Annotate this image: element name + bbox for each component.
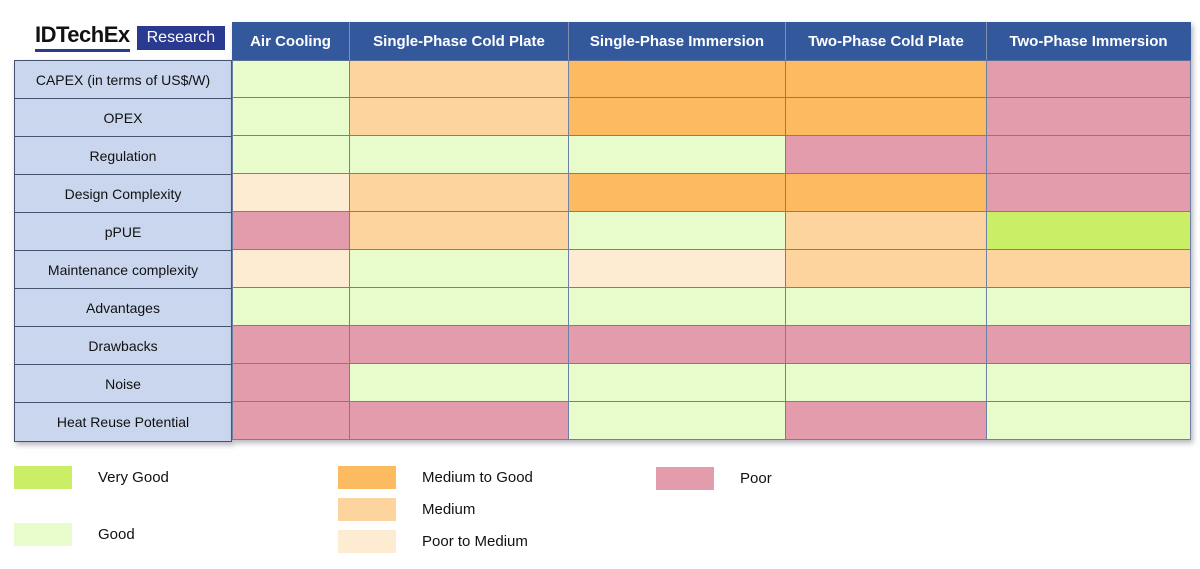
- row-label-heat-reuse-potential: Heat Reuse Potential: [15, 403, 231, 441]
- rating-cell-opex-single-phase-cold-plate: [350, 98, 569, 136]
- column-header-two-phase-immersion: Two-Phase Immersion: [986, 22, 1190, 60]
- rating-cell-noise-single-phase-immersion: [569, 364, 786, 402]
- legend-label: Very Good: [98, 469, 169, 486]
- rating-cell-ppue-two-phase-cold-plate: [786, 212, 987, 250]
- rating-cell-advantages-air-cooling: [233, 288, 350, 326]
- rating-cell-ppue-single-phase-cold-plate: [350, 212, 569, 250]
- row-label-advantages: Advantages: [15, 289, 231, 327]
- legend-item-poor: Poor: [656, 467, 772, 490]
- row-label-regulation: Regulation: [15, 137, 231, 175]
- legend-item-poor-to-medium: Poor to Medium: [338, 530, 528, 553]
- rating-cell-opex-single-phase-immersion: [569, 98, 786, 136]
- rating-cell-capex-in-terms-of-us-w-two-phase-cold-plate: [786, 60, 987, 98]
- rating-cell-capex-in-terms-of-us-w-single-phase-immersion: [569, 60, 786, 98]
- cooling-technology-comparison-table: CAPEX (in terms of US$/W) OPEX Regulation D…: [14, 22, 1191, 442]
- row-label-design-complexity: Design Complexity: [15, 175, 231, 213]
- rating-cell-ppue-air-cooling: [233, 212, 350, 250]
- rating-cell-noise-single-phase-cold-plate: [350, 364, 569, 402]
- rating-cell-capex-in-terms-of-us-w-single-phase-cold-plate: [350, 60, 569, 98]
- table-data-block: Air Cooling Single-Phase Cold Plate Single…: [232, 22, 1191, 440]
- legend-swatch-poor: [656, 467, 714, 490]
- idtechex-logo: IDTechEx Research: [35, 24, 226, 52]
- rating-cell-maintenance-complexity-two-phase-cold-plate: [786, 250, 987, 288]
- rating-cell-advantages-two-phase-cold-plate: [786, 288, 987, 326]
- legend-label: Good: [98, 526, 135, 543]
- column-header-air-cooling: Air Cooling: [250, 32, 331, 50]
- logo-research-badge: Research: [136, 26, 226, 50]
- rating-cell-design-complexity-single-phase-cold-plate: [350, 174, 569, 212]
- rating-cell-regulation-single-phase-cold-plate: [350, 136, 569, 174]
- rating-cell-heat-reuse-potential-single-phase-cold-plate: [350, 402, 569, 440]
- column-header-two-phase-cold-plate: Two-Phase Cold Plate: [785, 22, 986, 60]
- rating-cell-maintenance-complexity-air-cooling: [233, 250, 350, 288]
- table-body-grid: [232, 60, 1191, 440]
- legend-label: Poor to Medium: [422, 533, 528, 550]
- logo-brand-text: IDTechEx: [35, 24, 130, 52]
- rating-cell-drawbacks-two-phase-immersion: [987, 326, 1191, 364]
- rating-cell-heat-reuse-potential-two-phase-immersion: [987, 402, 1191, 440]
- rating-cell-opex-air-cooling: [233, 98, 350, 136]
- legend-label: Poor: [740, 470, 772, 487]
- column-header-single-phase-cold-plate: Single-Phase Cold Plate: [349, 22, 568, 60]
- legend-item-medium-to-good: Medium to Good: [338, 466, 533, 489]
- rating-cell-heat-reuse-potential-air-cooling: [233, 402, 350, 440]
- rating-cell-regulation-single-phase-immersion: [569, 136, 786, 174]
- row-label-opex: OPEX: [15, 99, 231, 137]
- column-header-single-phase-immersion: Single-Phase Immersion: [568, 22, 785, 60]
- rating-cell-maintenance-complexity-single-phase-immersion: [569, 250, 786, 288]
- rating-cell-heat-reuse-potential-single-phase-immersion: [569, 402, 786, 440]
- legend-swatch-medium: [338, 498, 396, 521]
- rating-cell-capex-in-terms-of-us-w-two-phase-immersion: [987, 60, 1191, 98]
- row-label-noise: Noise: [15, 365, 231, 403]
- rating-cell-design-complexity-single-phase-immersion: [569, 174, 786, 212]
- legend-swatch-very-good: [14, 466, 72, 489]
- rating-cell-regulation-two-phase-cold-plate: [786, 136, 987, 174]
- row-label-drawbacks: Drawbacks: [15, 327, 231, 365]
- legend-item-good: Good: [14, 523, 135, 546]
- rating-cell-noise-two-phase-cold-plate: [786, 364, 987, 402]
- legend-item-medium: Medium: [338, 498, 475, 521]
- rating-cell-advantages-two-phase-immersion: [987, 288, 1191, 326]
- rating-cell-noise-two-phase-immersion: [987, 364, 1191, 402]
- legend-swatch-good: [14, 523, 72, 546]
- rating-cell-design-complexity-air-cooling: [233, 174, 350, 212]
- rating-cell-advantages-single-phase-cold-plate: [350, 288, 569, 326]
- row-label-capex-in-terms-of-us-w: CAPEX (in terms of US$/W): [15, 61, 231, 99]
- rating-cell-noise-air-cooling: [233, 364, 350, 402]
- legend-label: Medium: [422, 501, 476, 518]
- row-label-ppue: pPUE: [15, 213, 231, 251]
- legend-swatch-medium-to-good: [338, 466, 396, 489]
- rating-cell-drawbacks-single-phase-immersion: [569, 326, 786, 364]
- rating-cell-advantages-single-phase-immersion: [569, 288, 786, 326]
- table-header-row: Air Cooling Single-Phase Cold Plate Single…: [232, 22, 1191, 60]
- rating-cell-heat-reuse-potential-two-phase-cold-plate: [786, 402, 987, 440]
- rating-cell-drawbacks-two-phase-cold-plate: [786, 326, 987, 364]
- rating-cell-regulation-air-cooling: [233, 136, 350, 174]
- row-label-column: CAPEX (in terms of US$/W) OPEX Regulation D…: [14, 60, 232, 442]
- rating-cell-regulation-two-phase-immersion: [987, 136, 1191, 174]
- row-label-maintenance-complexity: Maintenance complexity: [15, 251, 231, 289]
- rating-cell-drawbacks-single-phase-cold-plate: [350, 326, 569, 364]
- rating-cell-design-complexity-two-phase-immersion: [987, 174, 1191, 212]
- rating-cell-opex-two-phase-cold-plate: [786, 98, 987, 136]
- legend-swatch-poor-to-medium: [338, 530, 396, 553]
- rating-cell-maintenance-complexity-single-phase-cold-plate: [350, 250, 569, 288]
- rating-cell-design-complexity-two-phase-cold-plate: [786, 174, 987, 212]
- rating-cell-ppue-two-phase-immersion: [987, 212, 1191, 250]
- rating-cell-capex-in-terms-of-us-w-air-cooling: [233, 60, 350, 98]
- rating-cell-ppue-single-phase-immersion: [569, 212, 786, 250]
- legend-item-very-good: Very Good: [14, 466, 169, 489]
- rating-cell-opex-two-phase-immersion: [987, 98, 1191, 136]
- legend-label: Medium to Good: [422, 469, 533, 486]
- rating-cell-drawbacks-air-cooling: [233, 326, 350, 364]
- rating-cell-maintenance-complexity-two-phase-immersion: [987, 250, 1191, 288]
